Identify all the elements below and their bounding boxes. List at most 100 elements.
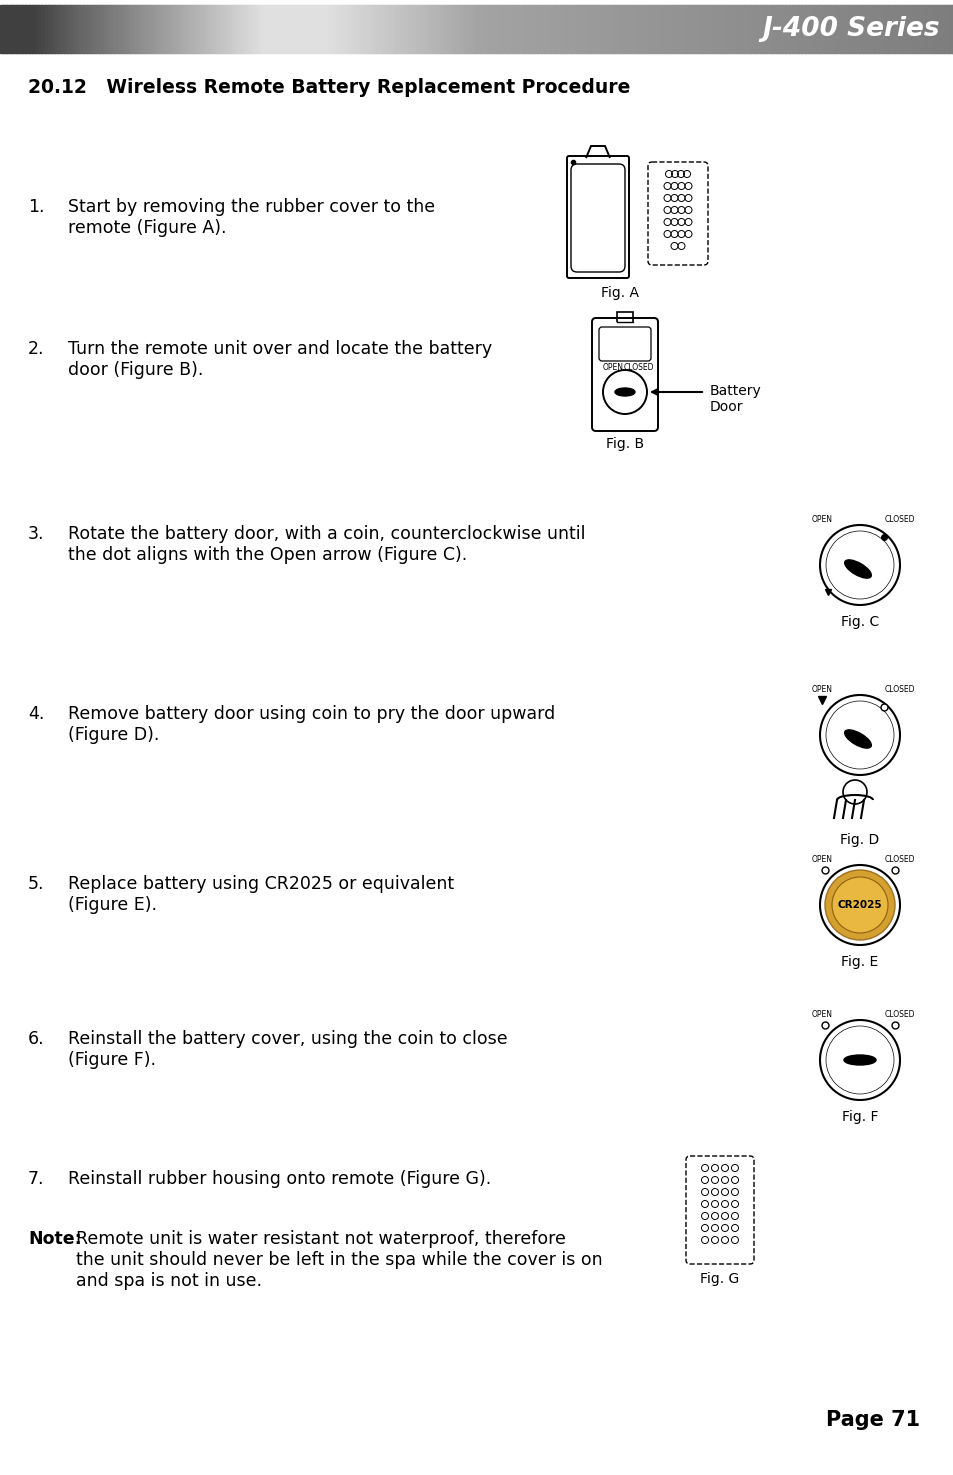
Bar: [57, 4, 61, 53]
Bar: [902, 4, 906, 53]
Bar: [200, 4, 204, 53]
Bar: [686, 4, 690, 53]
Bar: [365, 4, 370, 53]
Bar: [295, 4, 299, 53]
Bar: [877, 4, 881, 53]
Bar: [251, 4, 255, 53]
Bar: [667, 4, 671, 53]
Bar: [626, 4, 630, 53]
Bar: [600, 4, 604, 53]
Bar: [67, 4, 71, 53]
Text: CLOSED: CLOSED: [623, 363, 654, 372]
Text: 1.: 1.: [28, 198, 45, 215]
Text: Turn the remote unit over and locate the battery
door (Figure B).: Turn the remote unit over and locate the…: [68, 341, 492, 379]
Bar: [312, 4, 315, 53]
Bar: [836, 4, 840, 53]
Bar: [29, 4, 32, 53]
Bar: [874, 4, 878, 53]
Bar: [918, 4, 923, 53]
Bar: [753, 4, 757, 53]
Bar: [35, 4, 39, 53]
Text: Page 71: Page 71: [825, 1410, 919, 1429]
Bar: [493, 4, 497, 53]
Bar: [10, 4, 13, 53]
Bar: [372, 4, 375, 53]
Bar: [756, 4, 760, 53]
Bar: [426, 4, 430, 53]
Bar: [867, 4, 871, 53]
Bar: [479, 4, 484, 53]
Bar: [12, 4, 17, 53]
Bar: [474, 4, 477, 53]
Text: OPEN: OPEN: [811, 855, 832, 864]
Bar: [302, 4, 306, 53]
Bar: [651, 4, 656, 53]
Bar: [79, 4, 84, 53]
Bar: [191, 4, 194, 53]
Bar: [721, 4, 725, 53]
Bar: [45, 4, 49, 53]
Bar: [413, 4, 417, 53]
Bar: [870, 4, 875, 53]
Text: Start by removing the rubber cover to the
remote (Figure A).: Start by removing the rubber cover to th…: [68, 198, 435, 237]
Bar: [98, 4, 103, 53]
Bar: [159, 4, 163, 53]
Bar: [531, 4, 535, 53]
Bar: [664, 4, 668, 53]
Bar: [798, 4, 801, 53]
Text: J-400 Series: J-400 Series: [761, 16, 939, 41]
Bar: [464, 4, 468, 53]
Bar: [794, 4, 799, 53]
Bar: [829, 4, 833, 53]
Bar: [943, 4, 947, 53]
Bar: [515, 4, 518, 53]
Bar: [235, 4, 239, 53]
Bar: [136, 4, 141, 53]
Bar: [181, 4, 185, 53]
Bar: [394, 4, 398, 53]
Bar: [92, 4, 96, 53]
Text: CLOSED: CLOSED: [883, 855, 914, 864]
Bar: [941, 4, 944, 53]
Bar: [546, 4, 551, 53]
Bar: [438, 4, 442, 53]
Bar: [569, 4, 573, 53]
Bar: [422, 4, 427, 53]
Circle shape: [831, 878, 887, 934]
Bar: [617, 4, 620, 53]
Bar: [407, 4, 411, 53]
Bar: [448, 4, 452, 53]
Bar: [689, 4, 694, 53]
Bar: [114, 4, 118, 53]
Bar: [143, 4, 147, 53]
Bar: [565, 4, 570, 53]
Ellipse shape: [843, 1055, 875, 1065]
Bar: [362, 4, 366, 53]
Bar: [540, 4, 544, 53]
Bar: [86, 4, 90, 53]
Bar: [283, 4, 287, 53]
Bar: [924, 4, 928, 53]
Bar: [127, 4, 132, 53]
Bar: [832, 4, 837, 53]
Bar: [883, 4, 887, 53]
Bar: [108, 4, 112, 53]
Bar: [648, 4, 652, 53]
Bar: [298, 4, 303, 53]
Bar: [521, 4, 525, 53]
Bar: [248, 4, 252, 53]
Bar: [864, 4, 868, 53]
Bar: [95, 4, 99, 53]
Bar: [655, 4, 659, 53]
Bar: [416, 4, 420, 53]
Bar: [905, 4, 909, 53]
Bar: [355, 4, 360, 53]
Bar: [619, 4, 623, 53]
Bar: [270, 4, 274, 53]
Bar: [575, 4, 579, 53]
Bar: [603, 4, 608, 53]
Bar: [102, 4, 106, 53]
Ellipse shape: [615, 388, 635, 395]
Bar: [937, 4, 942, 53]
Bar: [397, 4, 401, 53]
